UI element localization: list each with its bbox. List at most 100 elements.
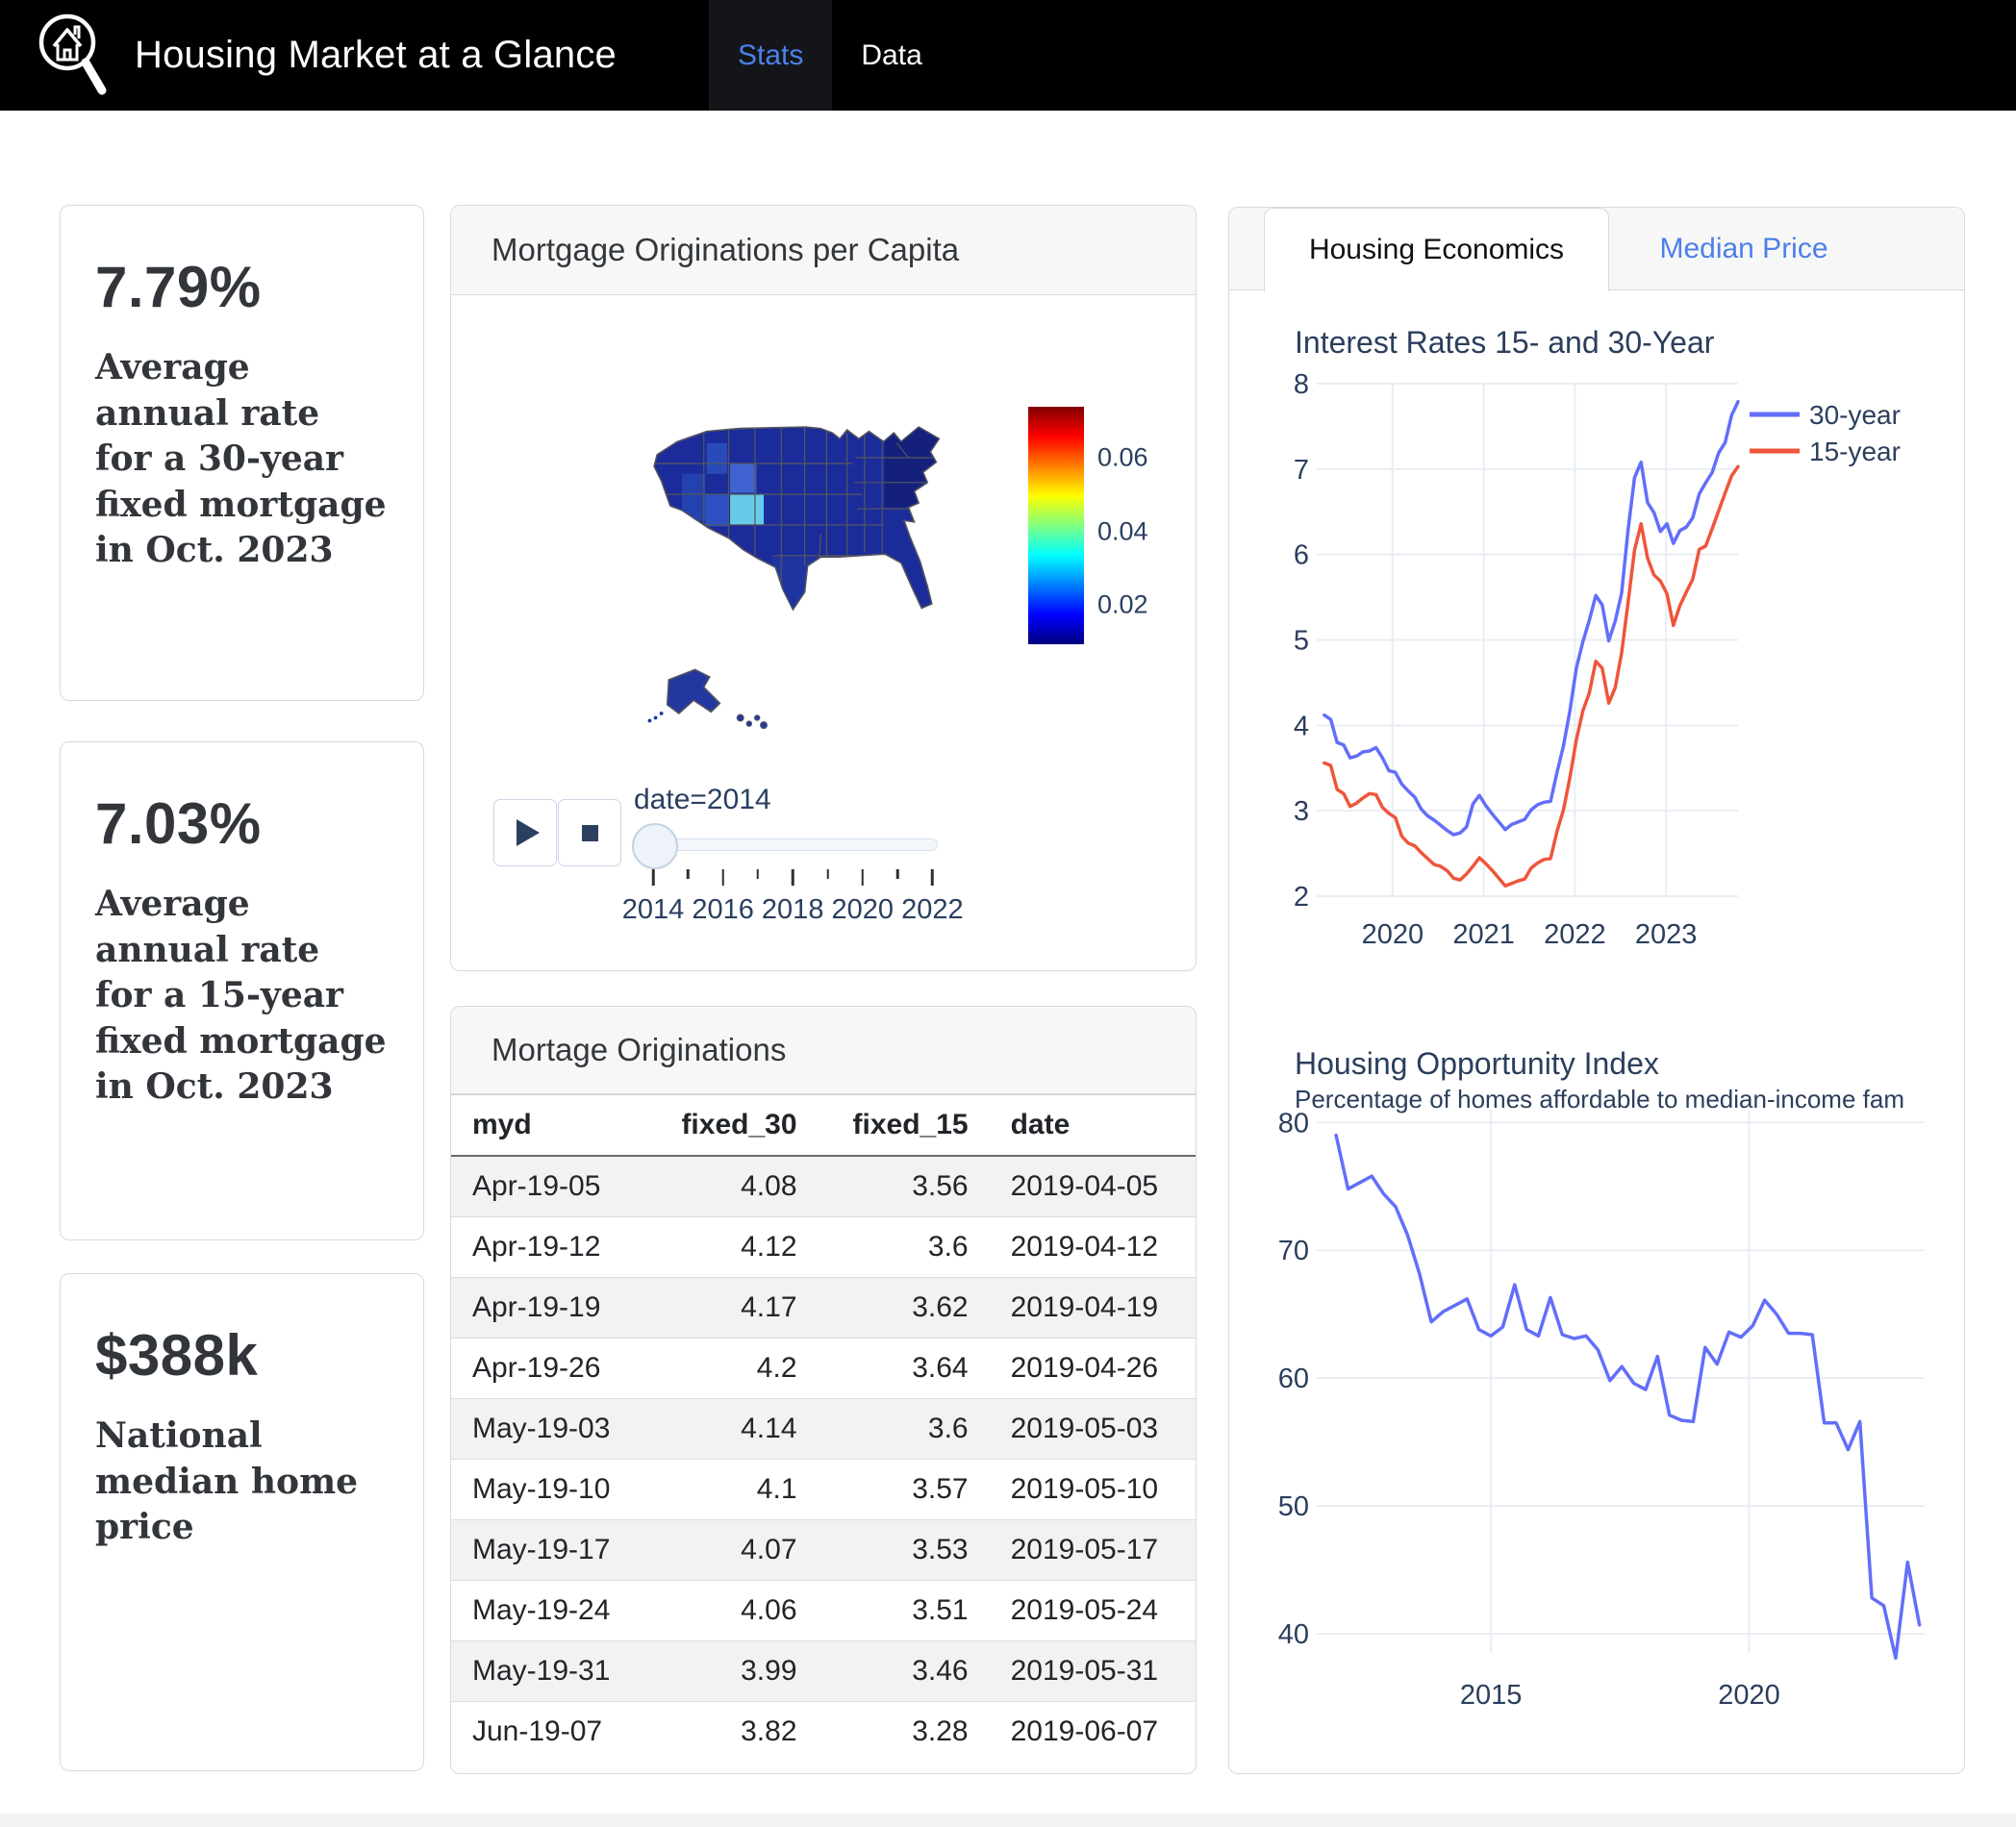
table-cell: 4.08 <box>646 1155 819 1217</box>
table-cell: 3.64 <box>818 1338 990 1399</box>
stat-card-15yr-rate: 7.03% Average annual rate for a 15-year … <box>60 741 424 1240</box>
us-choropleth-map[interactable] <box>595 388 999 753</box>
table-column-header: fixed_30 <box>646 1094 819 1157</box>
slider-tick <box>861 869 865 886</box>
table-row: May-19-10 4.1 3.57 2019-05-10 <box>451 1459 1196 1520</box>
map-card-title: Mortgage Originations per Capita <box>451 206 1196 295</box>
svg-text:4: 4 <box>1294 711 1309 741</box>
slider-tick-label: 2014 <box>621 894 685 925</box>
table-cell: 2019-04-26 <box>989 1338 1196 1399</box>
table-cell: 3.6 <box>818 1398 990 1460</box>
table-cell: Jun-19-07 <box>451 1701 647 1762</box>
table-cell: 3.51 <box>818 1580 990 1641</box>
table-cell: May-19-03 <box>451 1398 647 1460</box>
table-cell: 3.82 <box>646 1701 819 1762</box>
svg-text:2020: 2020 <box>1718 1680 1780 1711</box>
hawaii-shape <box>736 713 769 730</box>
nav-tab-stats[interactable]: Stats <box>709 0 833 111</box>
table-row: May-19-03 4.14 3.6 2019-05-03 <box>451 1398 1196 1460</box>
table-cell: 3.46 <box>818 1640 990 1702</box>
table-cell: 4.1 <box>646 1459 819 1520</box>
table-cell: 4.14 <box>646 1398 819 1460</box>
table-row: May-19-17 4.07 3.53 2019-05-17 <box>451 1519 1196 1581</box>
mortgage-rates-table[interactable]: myd fixed_30 fixed_15 date Apr-19-05 4.08 3.5… <box>451 1094 1196 1762</box>
colorbar-tick-label: 0.02 <box>1097 589 1148 619</box>
nav-tabs: Stats Data <box>709 0 951 111</box>
stat-value-30yr: 7.79% <box>95 255 262 319</box>
table-cell: 3.28 <box>818 1701 990 1762</box>
stat-value-median-price: $388k <box>95 1323 259 1388</box>
play-button[interactable] <box>493 799 557 866</box>
charts-tabstrip: Housing Economics Median Price <box>1229 208 1964 291</box>
slider-tick <box>651 869 655 886</box>
northeast-states-shade <box>885 427 940 508</box>
slider-tick-label: 2016 <box>692 894 754 925</box>
svg-text:2020: 2020 <box>1362 919 1424 950</box>
slider-tick <box>721 869 724 886</box>
table-cell: 2019-05-17 <box>989 1519 1196 1581</box>
table-cell: Apr-19-05 <box>451 1155 647 1217</box>
table-row: Apr-19-05 4.08 3.56 2019-04-05 <box>451 1155 1196 1217</box>
year-slider-track[interactable] <box>636 838 938 851</box>
colorbar-tick-label: 0.06 <box>1097 442 1148 472</box>
table-cell: May-19-31 <box>451 1640 647 1702</box>
table-column-header: date <box>989 1094 1196 1157</box>
year-slider-ticks: 2014 2016 2018 2020 2022 <box>451 869 1196 946</box>
state-borders <box>655 427 934 611</box>
svg-text:60: 60 <box>1278 1364 1309 1394</box>
alaska-shape <box>666 668 721 714</box>
page-bottom-edge <box>0 1814 2016 1827</box>
table-cell: 2019-04-05 <box>989 1155 1196 1217</box>
svg-text:40: 40 <box>1278 1619 1309 1650</box>
tab-median-price[interactable]: Median Price <box>1659 232 1828 264</box>
stat-desc-15yr: Average annual rate for a 15-year fixed … <box>95 884 387 1108</box>
svg-text:2023: 2023 <box>1635 919 1698 950</box>
hoi-chart-subtitle: Percentage of homes affordable to median… <box>1295 1085 1904 1114</box>
svg-text:15-year: 15-year <box>1809 437 1901 466</box>
utah-shade <box>705 493 729 527</box>
svg-text:8: 8 <box>1294 369 1309 400</box>
table-row: Apr-19-26 4.2 3.64 2019-04-26 <box>451 1338 1196 1399</box>
map-card: Mortgage Originations per Capita <box>450 205 1197 971</box>
svg-text:70: 70 <box>1278 1236 1309 1266</box>
idaho-shade <box>706 442 728 474</box>
slider-tick <box>895 869 899 879</box>
table-cell: May-19-24 <box>451 1580 647 1641</box>
table-column-header: fixed_15 <box>818 1094 990 1157</box>
tab-housing-economics[interactable]: Housing Economics <box>1264 208 1609 291</box>
table-cell: 2019-05-31 <box>989 1640 1196 1702</box>
nav-tab-data[interactable]: Data <box>861 38 922 71</box>
svg-text:5: 5 <box>1294 626 1309 657</box>
table-row: Apr-19-19 4.17 3.62 2019-04-19 <box>451 1277 1196 1339</box>
map-colorbar <box>1028 407 1084 644</box>
table-cell: 2019-04-19 <box>989 1277 1196 1339</box>
svg-text:3: 3 <box>1294 796 1309 827</box>
interest-rates-chart[interactable]: 2 3 4 5 6 7 8 2020 2021 2022 2023 30-year 15-year <box>1271 366 1953 991</box>
table-cell: May-19-17 <box>451 1519 647 1581</box>
app-title: Housing Market at a Glance <box>135 34 617 76</box>
year-slider-handle[interactable] <box>632 823 678 869</box>
stat-desc-30yr: Average annual rate for a 30-year fixed … <box>95 347 387 571</box>
housing-opportunity-chart[interactable]: 40 50 60 70 80 2015 2020 <box>1271 1110 1963 1744</box>
table-cell: 3.56 <box>818 1155 990 1217</box>
table-cell: 4.06 <box>646 1580 819 1641</box>
stop-button[interactable] <box>558 799 621 866</box>
slider-tick-label: 2022 <box>901 894 964 925</box>
svg-text:50: 50 <box>1278 1491 1309 1522</box>
table-cell: 2019-05-24 <box>989 1580 1196 1641</box>
table-cell: 3.57 <box>818 1459 990 1520</box>
house-magnifier-logo-icon <box>38 13 107 94</box>
svg-text:2021: 2021 <box>1452 919 1515 950</box>
table-body: Apr-19-05 4.08 3.56 2019-04-05 Apr-19-12 4.12… <box>451 1155 1196 1762</box>
table-header: myd fixed_30 fixed_15 date <box>451 1094 1196 1157</box>
slider-tick <box>791 869 794 886</box>
table-row: Apr-19-12 4.12 3.6 2019-04-12 <box>451 1216 1196 1278</box>
charts-panel-card: Housing Economics Median Price Interest … <box>1228 207 1965 1774</box>
table-cell: 2019-06-07 <box>989 1701 1196 1762</box>
interest-chart-title: Interest Rates 15- and 30-Year <box>1295 325 1715 360</box>
svg-text:30-year: 30-year <box>1809 400 1901 430</box>
hoi-chart-title: Housing Opportunity Index <box>1295 1046 1659 1081</box>
stat-card-30yr-rate: 7.79% Average annual rate for a 30-year … <box>60 205 424 701</box>
table-cell: 2019-05-10 <box>989 1459 1196 1520</box>
